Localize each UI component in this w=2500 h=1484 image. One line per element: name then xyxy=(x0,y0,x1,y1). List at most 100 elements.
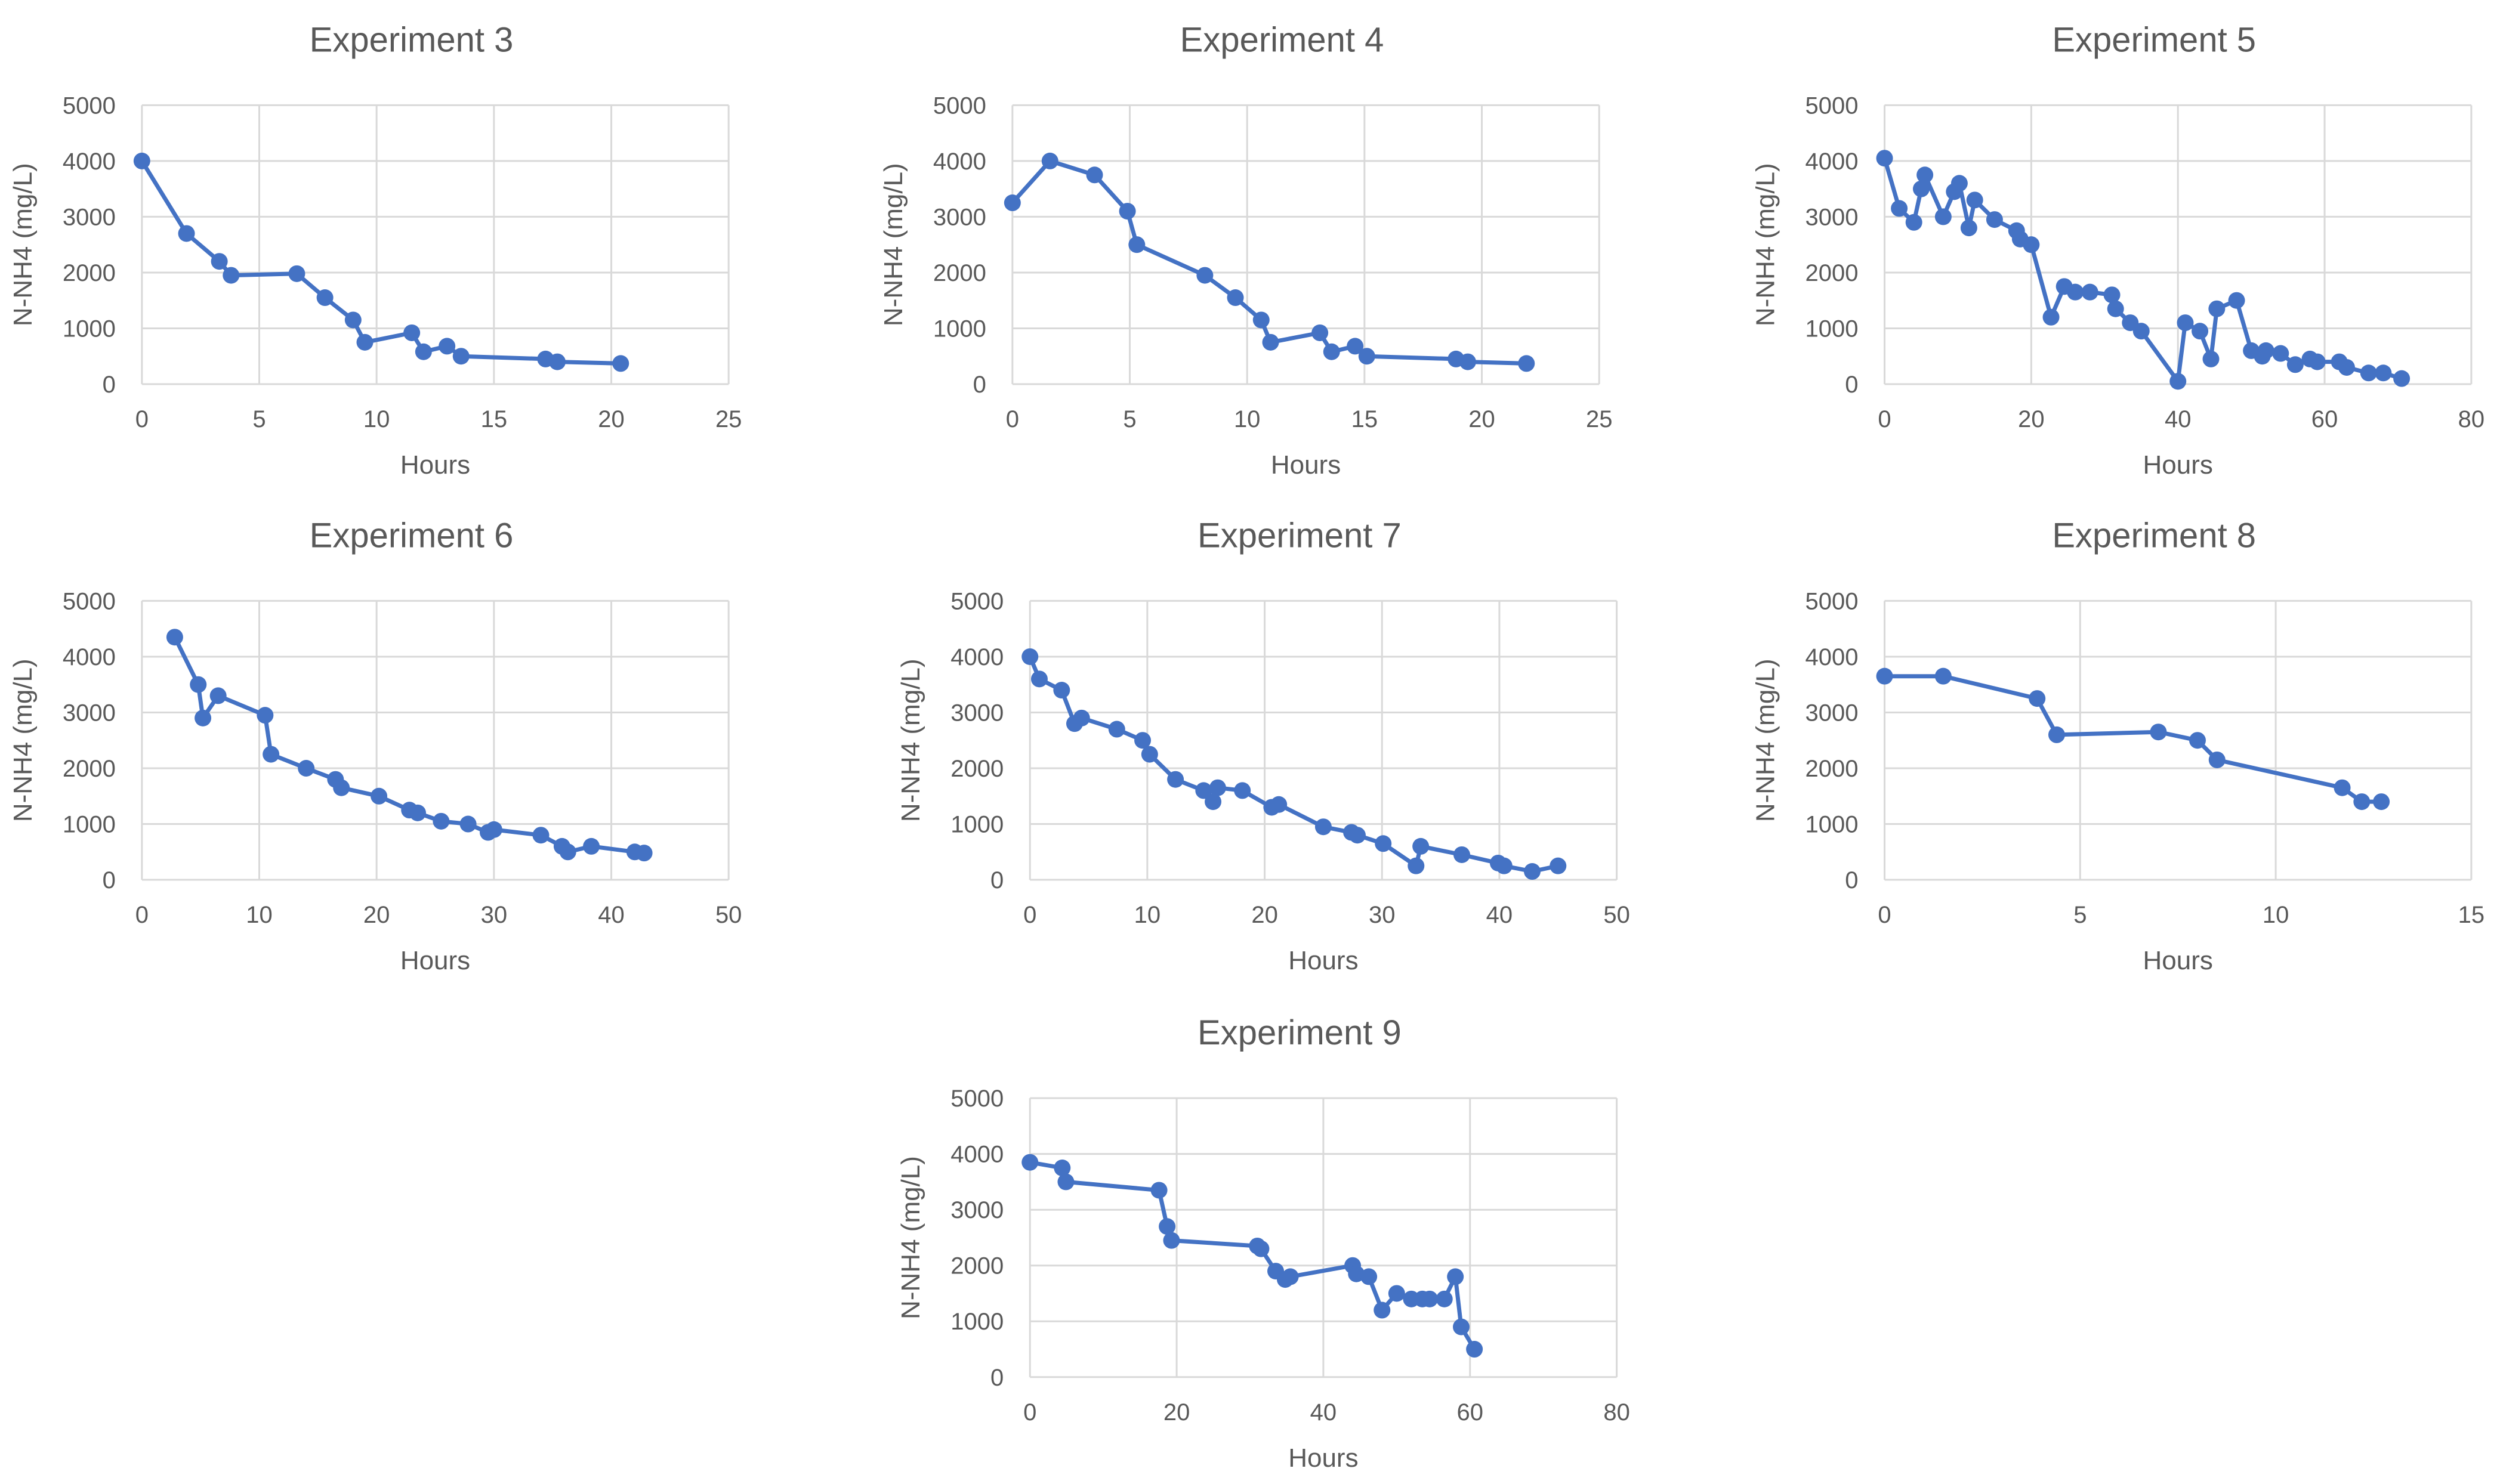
data-point xyxy=(1876,150,1893,167)
x-tick-label: 40 xyxy=(598,902,625,928)
data-point xyxy=(1960,219,1977,237)
data-point xyxy=(2393,370,2411,387)
data-point xyxy=(1495,857,1513,874)
x-tick-label: 30 xyxy=(1369,902,1396,928)
x-axis-label: Hours xyxy=(1288,1443,1358,1473)
data-point xyxy=(1262,333,1279,351)
data-point xyxy=(1518,355,1535,372)
data-point xyxy=(1252,1240,1270,1257)
x-tick-label: 0 xyxy=(1023,1399,1036,1426)
x-tick-label: 40 xyxy=(1310,1399,1337,1426)
y-tick-label: 3000 xyxy=(1805,204,1859,230)
chart-title: Experiment 7 xyxy=(1197,516,1402,555)
data-point xyxy=(223,267,240,284)
y-tick-label: 5000 xyxy=(63,588,116,614)
x-tick-label: 5 xyxy=(1123,406,1136,432)
data-point xyxy=(2334,779,2351,796)
data-point xyxy=(1141,746,1158,763)
y-tick-label: 2000 xyxy=(63,260,116,286)
data-point xyxy=(1388,1285,1405,1302)
data-point xyxy=(371,787,388,805)
data-point xyxy=(2081,283,2098,301)
data-point xyxy=(1348,1265,1365,1282)
data-point xyxy=(1876,667,1893,685)
data-point xyxy=(559,843,576,861)
chart-title: Experiment 9 xyxy=(1197,1013,1402,1052)
data-point xyxy=(635,845,653,862)
data-point xyxy=(1270,796,1288,813)
x-tick-label: 20 xyxy=(1468,406,1495,432)
x-tick-label: 20 xyxy=(1251,902,1278,928)
x-tick-label: 10 xyxy=(1134,902,1161,928)
data-point xyxy=(1227,289,1244,307)
y-tick-label: 5000 xyxy=(933,92,986,119)
y-axis-label: N-NH4 (mg/L) xyxy=(8,163,38,326)
data-point xyxy=(485,821,502,838)
data-point xyxy=(1466,1341,1483,1358)
x-tick-label: 15 xyxy=(2458,902,2485,928)
data-point xyxy=(1360,1268,1378,1285)
x-tick-label: 10 xyxy=(1234,406,1261,432)
data-point xyxy=(1073,709,1090,726)
y-tick-label: 0 xyxy=(990,1365,1004,1391)
data-point xyxy=(1950,175,1968,192)
y-tick-label: 4000 xyxy=(933,149,986,175)
y-tick-label: 4000 xyxy=(950,644,1004,670)
y-tick-label: 4000 xyxy=(63,149,116,175)
data-point xyxy=(2375,364,2392,382)
x-tick-label: 25 xyxy=(715,406,742,432)
chart-title: Experiment 5 xyxy=(2052,20,2256,59)
data-point xyxy=(1150,1182,1168,1199)
data-point xyxy=(403,324,421,341)
x-tick-label: 60 xyxy=(1457,1399,1484,1426)
data-point xyxy=(1004,194,1021,212)
data-point xyxy=(1252,311,1270,329)
data-point xyxy=(195,709,212,726)
data-point xyxy=(459,815,477,833)
data-point xyxy=(257,707,274,724)
data-point xyxy=(1891,200,1908,217)
data-point xyxy=(263,746,280,763)
data-point xyxy=(288,265,305,282)
y-tick-label: 3000 xyxy=(933,204,986,230)
data-point xyxy=(2373,793,2390,811)
x-tick-label: 40 xyxy=(1486,902,1513,928)
data-point xyxy=(1134,732,1152,749)
y-tick-label: 2000 xyxy=(950,1253,1004,1279)
data-point xyxy=(1128,236,1146,253)
data-point xyxy=(2202,350,2220,367)
y-tick-label: 4000 xyxy=(950,1142,1004,1168)
data-point xyxy=(2272,345,2289,362)
x-tick-label: 0 xyxy=(1878,902,1891,928)
data-point xyxy=(1375,835,1392,852)
data-point xyxy=(344,311,362,329)
data-point xyxy=(1021,1154,1039,1171)
data-point xyxy=(1348,827,1366,844)
x-tick-label: 20 xyxy=(1163,1399,1190,1426)
x-axis-label: Hours xyxy=(400,946,470,975)
y-tick-label: 1000 xyxy=(63,812,116,838)
data-point xyxy=(2192,323,2209,340)
chart-experiment-9: 0 1000 2000 3000 4000 5000 0 20 40 60 80 Experiment… xyxy=(896,1013,1630,1473)
y-tick-label: 0 xyxy=(1845,372,1858,398)
chart-experiment-4: 0 1000 2000 3000 4000 5000 0 5 10 15 20 25 Experimen… xyxy=(879,20,1613,480)
data-point xyxy=(1550,857,1567,874)
y-tick-label: 2000 xyxy=(950,756,1004,782)
data-point xyxy=(2023,236,2040,253)
data-point xyxy=(1347,338,1364,355)
data-point xyxy=(1912,180,1930,197)
x-tick-label: 80 xyxy=(1603,1399,1630,1426)
chart-experiment-5: 0 1000 2000 3000 4000 5000 0 20 40 60 80 Experiment… xyxy=(1751,20,2485,480)
data-point xyxy=(2208,751,2226,768)
x-tick-label: 10 xyxy=(246,902,273,928)
data-point xyxy=(1323,343,1340,360)
x-tick-label: 0 xyxy=(135,406,149,432)
x-tick-label: 20 xyxy=(363,902,390,928)
data-point xyxy=(356,333,374,351)
data-point xyxy=(211,253,228,270)
data-point xyxy=(1041,152,1058,169)
data-point xyxy=(1934,208,1952,225)
data-point xyxy=(415,343,432,360)
data-point xyxy=(2338,358,2355,376)
data-point xyxy=(1021,648,1039,665)
